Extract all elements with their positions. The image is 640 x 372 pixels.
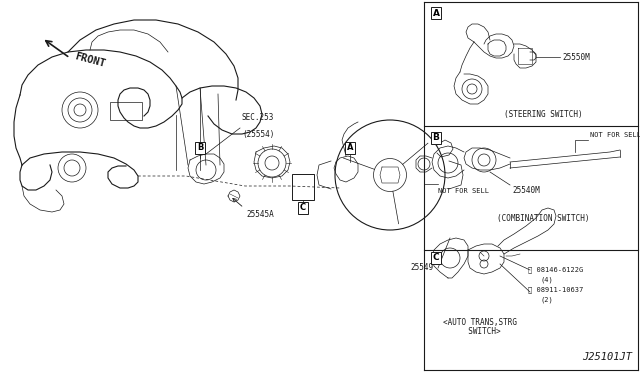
Text: A: A	[347, 144, 353, 153]
Text: (COMBINATION SWITCH): (COMBINATION SWITCH)	[497, 214, 589, 222]
Text: SEC.253: SEC.253	[242, 113, 275, 122]
Text: Ⓝ 08911-10637: Ⓝ 08911-10637	[528, 287, 583, 293]
Text: (4): (4)	[540, 277, 553, 283]
Text: (25554): (25554)	[242, 130, 275, 139]
Text: SWITCH>: SWITCH>	[459, 327, 501, 337]
Text: C: C	[433, 253, 439, 263]
Bar	[292, 174, 314, 200]
Text: Ⓑ 08146-6122G: Ⓑ 08146-6122G	[528, 267, 583, 273]
Text: (STEERING SWITCH): (STEERING SWITCH)	[504, 110, 582, 119]
Text: NOT FOR SELL: NOT FOR SELL	[590, 132, 640, 138]
Text: B: B	[433, 134, 440, 142]
Text: (2): (2)	[540, 297, 553, 303]
Text: C: C	[300, 203, 306, 212]
Text: NOT FOR SELL: NOT FOR SELL	[438, 188, 489, 194]
Text: FRONT: FRONT	[74, 51, 107, 69]
Text: <AUTO TRANS,STRG: <AUTO TRANS,STRG	[443, 317, 517, 327]
Text: 25549: 25549	[411, 263, 434, 273]
Text: A: A	[433, 9, 440, 17]
Text: B: B	[197, 144, 203, 153]
Text: 25550M: 25550M	[562, 52, 589, 61]
Text: 25545A: 25545A	[246, 210, 274, 219]
Bar	[110, 102, 142, 120]
Text: J25101JT: J25101JT	[582, 352, 632, 362]
Text: 25540M: 25540M	[512, 186, 540, 195]
